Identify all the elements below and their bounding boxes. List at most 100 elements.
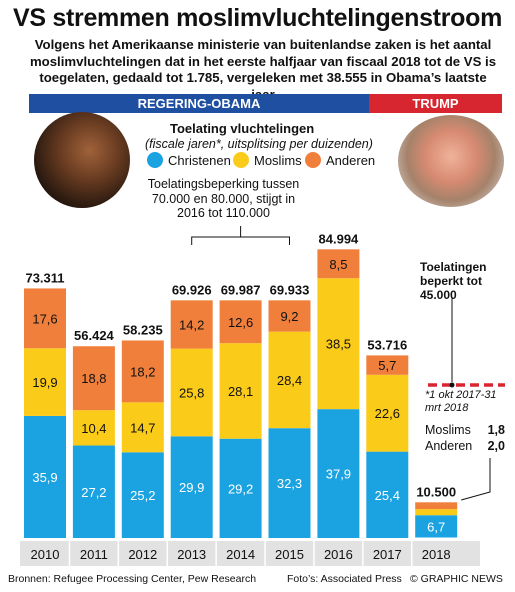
x-tick-label: 2011: [80, 547, 108, 562]
bar-anderen-2015: [268, 300, 311, 332]
limit-annotation: Toelatingen beperkt tot 45.000: [420, 260, 487, 302]
bar-moslims-2012: [121, 402, 164, 453]
x-tick-label: 2016: [324, 547, 353, 562]
trump-portrait: [398, 115, 504, 207]
total-label-2018: 10.500: [416, 484, 456, 499]
bar-christenen-2014: [219, 438, 262, 538]
obama-portrait: [34, 112, 130, 208]
data-label-moslims: 28,1: [228, 384, 253, 399]
limit-pointer-dot: [449, 382, 455, 388]
total-label-2011: 56.424: [74, 328, 115, 343]
data-label-moslims: 14,7: [130, 420, 155, 435]
bar-moslims-2014: [219, 343, 262, 439]
bar-moslims-2015: [268, 331, 311, 429]
legend-label: Anderen: [326, 152, 376, 168]
h1-moslims-label: Moslims: [425, 423, 471, 437]
x-tick-label: 2017: [373, 547, 402, 562]
data-label-christenen: 32,3: [277, 476, 302, 491]
bar-2018-outline: [412, 499, 460, 539]
data-label-moslims: 10,4: [81, 421, 106, 436]
bar-anderen-2012: [121, 340, 164, 403]
bar-anderen-2017: [366, 355, 409, 375]
page-subtitle: Volgens het Amerikaanse ministerie van b…: [29, 37, 497, 102]
data-label-moslims: 25,8: [179, 385, 204, 400]
total-label-2015: 69.933: [270, 282, 310, 297]
legend-label: Moslims: [254, 152, 302, 168]
x-tick-label: 2010: [31, 547, 60, 562]
legend-item-anderen: Anderen: [305, 152, 375, 168]
quota-annotation: Toelatingsbeperking tussen 70.000 en 80.…: [147, 177, 300, 220]
x-tick-label: 2014: [226, 547, 255, 562]
h1-anderen-label: Anderen: [425, 439, 473, 453]
data-label-christenen: 25,2: [130, 488, 155, 503]
obama-band: REGERING-OBAMA: [29, 94, 369, 113]
h1-anderen-row: Anderen 2,0: [425, 439, 505, 453]
bar-christenen-2016: [317, 409, 360, 538]
total-label-2012: 58.235: [123, 322, 163, 337]
bar-christenen-2017: [366, 451, 409, 538]
anderen-swatch: [305, 152, 321, 168]
total-label-2010: 73.311: [25, 270, 64, 285]
bar-moslims-2016: [317, 278, 360, 410]
bar-moslims-2010: [24, 348, 66, 416]
data-label-anderen: 18,2: [130, 364, 155, 379]
bar-christenen-2018: [415, 515, 458, 538]
x-tick-label: 2013: [177, 547, 206, 562]
bar-christenen-2010: [24, 415, 66, 538]
x-tick-label: 2018: [422, 547, 451, 562]
data-label-anderen: 8,5: [329, 257, 347, 272]
data-label-christenen: 25,4: [375, 488, 400, 503]
bar-christenen-2012: [121, 452, 164, 538]
data-label-christenen: 29,2: [228, 481, 253, 496]
h1-anderen-value: 2,0: [487, 439, 505, 453]
footer-photos: Foto’s: Associated Press: [287, 573, 402, 585]
bar-anderen-2011: [72, 346, 115, 411]
h1-moslims-row: Moslims 1,8: [425, 423, 505, 437]
bar-anderen-2018: [415, 502, 458, 510]
data-label-anderen: 18,8: [81, 371, 106, 386]
data-label-anderen: 5,7: [378, 358, 396, 373]
data-label-moslims: 38,5: [326, 337, 351, 352]
bar-moslims-2017: [366, 374, 409, 452]
footer-credit: © GRAPHIC NEWS: [410, 573, 503, 585]
data-label-moslims: 28,4: [277, 373, 302, 388]
bar-anderen-2014: [219, 300, 262, 344]
legend-item-christenen: Christenen: [147, 152, 231, 168]
bar-anderen-2010: [24, 288, 66, 349]
data-label-anderen: 14,2: [179, 317, 204, 332]
data-label-christenen: 27,2: [81, 485, 106, 500]
data-label-christenen: 6,7: [427, 520, 445, 535]
x-axis-band: [20, 541, 480, 566]
total-label-2013: 69.926: [172, 282, 212, 297]
moslims-swatch: [233, 152, 249, 168]
data-label-christenen: 37,9: [326, 467, 351, 482]
footer-sources: Bronnen: Refugee Processing Center, Pew …: [8, 573, 257, 585]
bar-anderen-2016: [317, 249, 360, 279]
data-label-anderen: 9,2: [280, 309, 298, 324]
christenen-swatch: [147, 152, 163, 168]
h1-note: *1 okt 2017-31 mrt 2018: [425, 389, 497, 414]
total-label-2017: 53.716: [367, 337, 407, 352]
page-title: VS stremmen moslimvluchtelingenstroom: [12, 4, 503, 32]
data-label-moslims: 19,9: [32, 375, 57, 390]
bar-moslims-2018: [415, 509, 458, 516]
bar-moslims-2011: [72, 410, 115, 446]
legend-label: Christenen: [168, 152, 231, 168]
data-label-anderen: 12,6: [228, 315, 253, 330]
legend-item-moslims: Moslims: [233, 152, 302, 168]
trump-band: TRUMP: [369, 94, 502, 113]
quota-bracket: [191, 236, 290, 245]
data-label-anderen: 17,6: [32, 311, 57, 326]
x-tick-label: 2012: [128, 547, 157, 562]
x-tick-label: 2015: [275, 547, 304, 562]
legend-subtitle: (fiscale jaren*, uitsplitsing per duizen…: [145, 137, 373, 151]
total-label-2014: 69.987: [221, 282, 261, 297]
bar-anderen-2013: [170, 300, 213, 349]
data-label-christenen: 29,9: [179, 480, 204, 495]
bar-christenen-2015: [268, 428, 311, 538]
data-label-christenen: 35,9: [32, 470, 57, 485]
h1-pointer: [461, 458, 491, 501]
data-label-moslims: 22,6: [375, 406, 400, 421]
bar-christenen-2013: [170, 436, 213, 538]
